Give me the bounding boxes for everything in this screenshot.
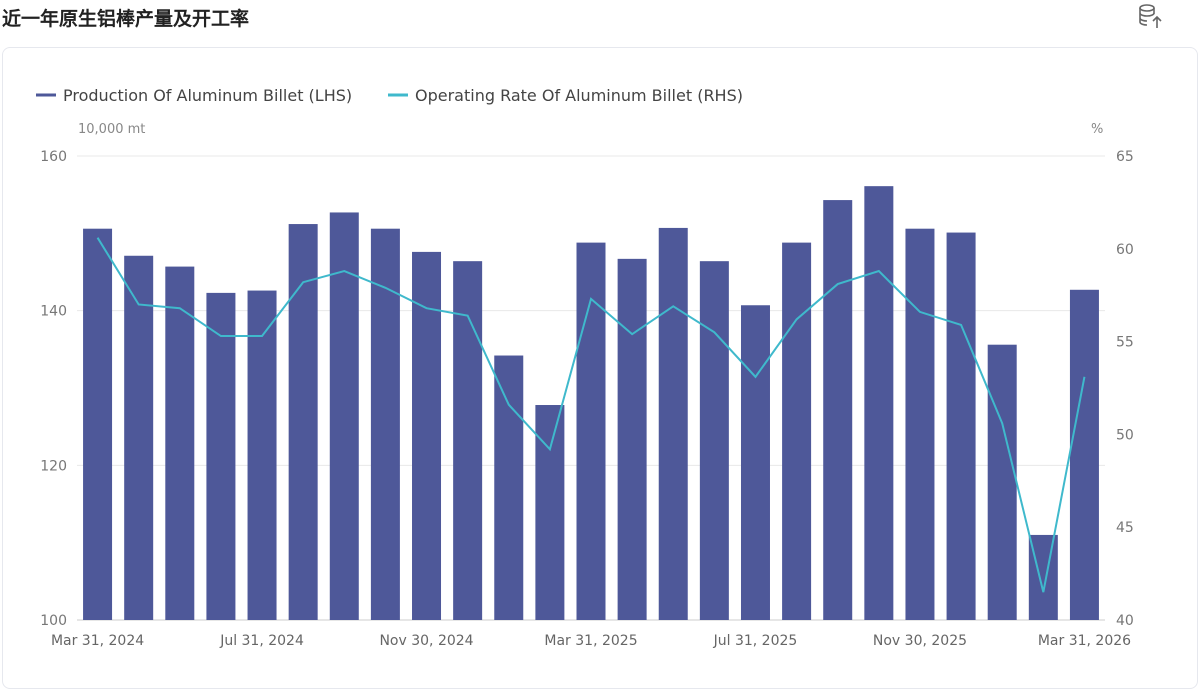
bar (165, 266, 195, 620)
bar (782, 242, 812, 620)
chart: Production Of Aluminum Billet (LHS) Oper… (36, 86, 1134, 649)
bar (370, 228, 400, 620)
database-export-icon[interactable] (1136, 2, 1164, 30)
bar (864, 186, 894, 620)
bar (453, 261, 483, 620)
left-tick-label: 100 (40, 613, 67, 629)
right-tick-label: 65 (1116, 149, 1134, 165)
right-axis-unit: % (1091, 122, 1103, 137)
left-tick-label: 160 (40, 149, 67, 165)
bar (946, 232, 976, 620)
bar (905, 228, 935, 620)
right-tick-label: 50 (1116, 427, 1134, 443)
x-tick-label: Jul 31, 2024 (219, 633, 304, 649)
bar (83, 228, 113, 620)
bar (617, 258, 647, 620)
bar (329, 212, 359, 620)
right-tick-label: 45 (1116, 520, 1134, 536)
page-title: 近一年原生铝棒产量及开工率 (2, 8, 250, 30)
x-tick-label: Mar 31, 2024 (51, 633, 144, 649)
right-tick-label: 60 (1116, 242, 1134, 258)
x-tick-label: Mar 31, 2025 (544, 633, 637, 649)
operating-rate-line (96, 237, 1086, 593)
x-tick-label: Nov 30, 2025 (873, 633, 967, 649)
x-tick-label: Nov 30, 2024 (379, 633, 473, 649)
bar (124, 255, 154, 620)
bar (576, 242, 606, 620)
bar (658, 227, 688, 621)
bar (823, 200, 853, 620)
bar (288, 224, 318, 620)
left-tick-label: 140 (40, 304, 67, 320)
bar (987, 344, 1017, 620)
bar (247, 290, 277, 620)
left-axis-unit: 10,000 mt (78, 122, 145, 137)
legend-label-production[interactable]: Production Of Aluminum Billet (LHS) (63, 86, 352, 105)
left-tick-label: 120 (40, 458, 67, 474)
bar (412, 251, 442, 621)
legend-label-operating-rate[interactable]: Operating Rate Of Aluminum Billet (RHS) (415, 86, 743, 105)
bar (699, 261, 729, 620)
right-tick-label: 55 (1116, 335, 1134, 351)
bar (535, 405, 565, 620)
x-tick-label: Mar 31, 2026 (1038, 633, 1131, 649)
bar (1069, 289, 1099, 620)
bar (740, 305, 770, 620)
right-tick-label: 40 (1116, 613, 1134, 629)
bar (206, 292, 236, 620)
x-tick-label: Jul 31, 2025 (713, 633, 798, 649)
bar (494, 355, 524, 620)
